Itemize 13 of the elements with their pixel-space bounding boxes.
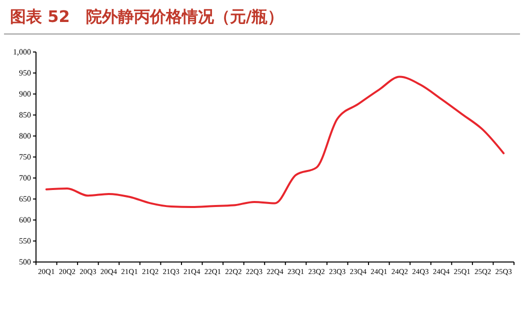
y-tick-label: 750: [19, 152, 31, 162]
y-tick-label: 800: [19, 132, 31, 141]
y-tick-label: 850: [19, 110, 31, 120]
y-tick-label: 500: [19, 258, 31, 267]
y-tick-label: 700: [19, 174, 31, 183]
y-tick-label: 550: [19, 236, 31, 246]
y-tick-label: 950: [19, 68, 31, 78]
y-tick-label: 650: [19, 194, 31, 204]
y-tick-label: 600: [19, 216, 31, 225]
y-tick-label: 1,000: [13, 48, 31, 57]
line-series: [45, 76, 505, 208]
chart-title: 图表 52 院外静丙价格情况（元/瓶）: [10, 7, 284, 26]
y-tick-label: 900: [19, 90, 31, 99]
